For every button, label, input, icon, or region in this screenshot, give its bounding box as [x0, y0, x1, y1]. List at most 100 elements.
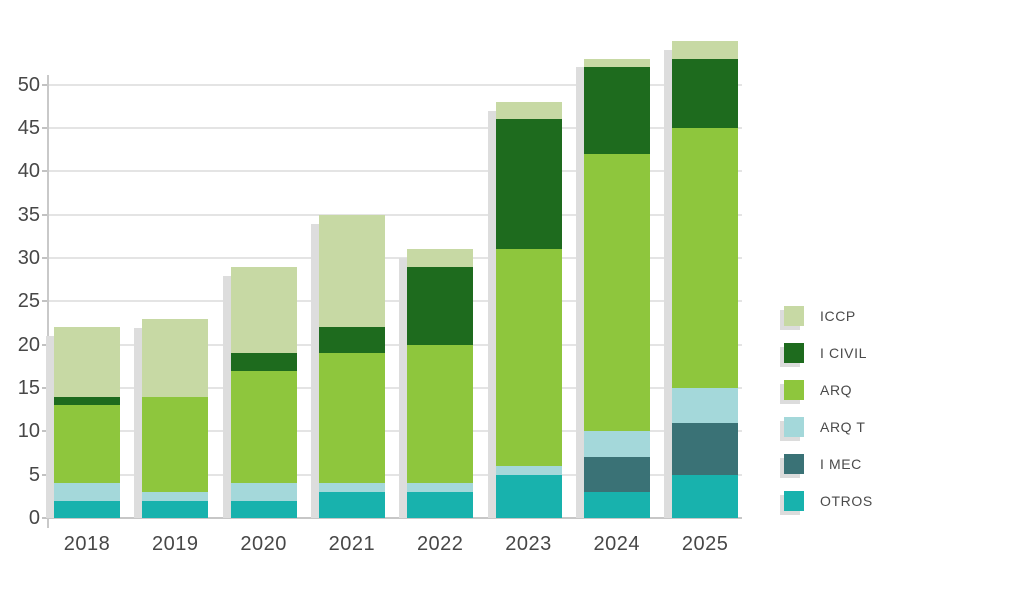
y-axis-label-30: 30: [17, 246, 40, 269]
x-axis-label-2023: 2023: [505, 533, 552, 555]
x-axis-label-2018: 2018: [63, 533, 111, 555]
legend: ICCP I CIVIL ARQ ARQ T I MEC OTROS: [784, 306, 873, 528]
gridline-40: [48, 170, 742, 173]
y-axis-label-10: 10: [17, 420, 40, 443]
bar-2019: [134, 318, 209, 519]
x-axis-label-2019: 2019: [152, 533, 199, 555]
y-axis-label-15: 15: [17, 376, 40, 399]
bar-segment-ARQ-T-2022: [407, 483, 474, 492]
y-axis-tick: [42, 386, 48, 389]
bar-segment-ARQ-T-2018: [54, 483, 120, 501]
legend-swatch-ARQ-T: [784, 417, 804, 437]
legend-label-ARQ-T: ARQ T: [820, 419, 866, 435]
bar-2021: [310, 214, 385, 519]
bar-segment-ICCP-2019: [142, 318, 209, 397]
legend-item-I-CIVIL: I CIVIL: [784, 343, 873, 363]
bar-segment-I-CIVIL-2022: [407, 266, 474, 345]
bar-segment-ARQ-2021: [318, 353, 385, 484]
bar-segment-I-MEC-2024: [583, 457, 650, 492]
legend-item-ARQ-T: ARQ T: [784, 417, 873, 437]
bar-2024: [575, 58, 650, 518]
bar-segment-ARQ-T-2023: [495, 465, 562, 475]
bar-segment-I-CIVIL-2024: [583, 67, 650, 154]
bar-segment-ICCP-2025: [672, 41, 739, 59]
y-axis-tick: [42, 256, 48, 259]
gridline-0: [48, 517, 742, 519]
y-axis-label-35: 35: [17, 203, 40, 226]
bar-segment-ARQ-T-2024: [583, 431, 650, 458]
y-axis-tick: [42, 170, 48, 173]
x-axis-label-2022: 2022: [416, 533, 464, 555]
legend-label-I-CIVIL: I CIVIL: [820, 345, 867, 361]
y-axis-label-50: 50: [17, 73, 40, 96]
bar-segment-ARQ-2025: [672, 127, 739, 388]
x-axis-label-2024: 2024: [593, 533, 641, 555]
gridline-45: [48, 126, 742, 129]
bar-segment-ARQ-2023: [495, 249, 562, 466]
bar-segment-ICCP-2022: [407, 249, 474, 267]
legend-item-I-MEC: I MEC: [784, 454, 873, 474]
bar-2023: [487, 101, 562, 519]
legend-label-I-MEC: I MEC: [820, 456, 862, 472]
bar-segment-OTROS-2019: [142, 500, 209, 518]
bar-segment-I-CIVIL-2023: [495, 119, 562, 250]
gridline-50: [48, 83, 742, 86]
gridline-20: [48, 343, 742, 346]
y-axis-tick: [42, 213, 48, 216]
bar-segment-ARQ-T-2019: [142, 492, 209, 501]
bar-segment-OTROS-2023: [495, 474, 562, 518]
legend-item-OTROS: OTROS: [784, 491, 873, 511]
y-axis-label-20: 20: [17, 333, 40, 356]
legend-swatch-I-MEC: [784, 454, 804, 474]
bar-2018: [46, 327, 120, 518]
bar-segment-ARQ-2022: [407, 344, 474, 484]
y-axis-label-5: 5: [28, 463, 40, 486]
bar-segment-ARQ-2019: [142, 396, 209, 492]
legend-label-ICCP: ICCP: [820, 308, 856, 324]
gridline-30: [48, 256, 742, 259]
bar-segment-I-MEC-2025: [672, 422, 739, 475]
bar-2020: [222, 266, 297, 519]
x-axis-label-2020: 2020: [240, 533, 287, 555]
bar-segment-OTROS-2020: [230, 500, 297, 518]
y-axis-label-25: 25: [17, 290, 40, 313]
y-axis-label-0: 0: [28, 507, 40, 529]
gridline-35: [48, 213, 742, 216]
legend-item-ARQ: ARQ: [784, 380, 873, 400]
legend-swatch-I-CIVIL: [784, 343, 804, 363]
gridline-5: [48, 473, 742, 476]
bar-segment-ARQ-T-2020: [230, 483, 297, 501]
bar-segment-I-CIVIL-2020: [230, 353, 297, 371]
bar-segment-ARQ-2018: [54, 405, 120, 484]
legend-item-ICCP: ICCP: [784, 306, 873, 326]
bar-segment-I-CIVIL-2021: [318, 327, 385, 354]
bar-segment-ARQ-2020: [230, 370, 297, 484]
y-axis-tick: [42, 517, 48, 519]
gridline-10: [48, 430, 742, 433]
legend-swatch-ICCP: [784, 306, 804, 326]
bar-segment-OTROS-2025: [672, 474, 739, 518]
y-axis-tick: [42, 430, 48, 433]
bar-segment-I-CIVIL-2025: [672, 58, 739, 128]
bar-2022: [399, 249, 474, 518]
y-axis-tick: [42, 126, 48, 129]
x-axis-label-2025: 2025: [681, 533, 729, 555]
bar-segment-ARQ-T-2021: [318, 483, 385, 492]
bar-segment-OTROS-2022: [407, 491, 474, 518]
bar-segment-ICCP-2018: [54, 327, 120, 397]
bar-segment-ARQ-T-2025: [672, 387, 739, 423]
gridline-15: [48, 386, 742, 389]
y-axis-tick: [42, 343, 48, 346]
bar-segment-OTROS-2021: [318, 491, 385, 518]
legend-label-ARQ: ARQ: [820, 382, 853, 398]
y-axis-label-45: 45: [17, 116, 40, 139]
bar-segment-ARQ-2024: [583, 153, 650, 432]
bar-2025: [664, 41, 739, 518]
y-axis-label-40: 40: [17, 160, 40, 183]
bar-segment-ICCP-2020: [230, 266, 297, 354]
legend-label-OTROS: OTROS: [820, 493, 873, 509]
y-axis-tick: [42, 83, 48, 86]
y-axis-tick: [42, 300, 48, 303]
bar-segment-ICCP-2021: [318, 214, 385, 328]
